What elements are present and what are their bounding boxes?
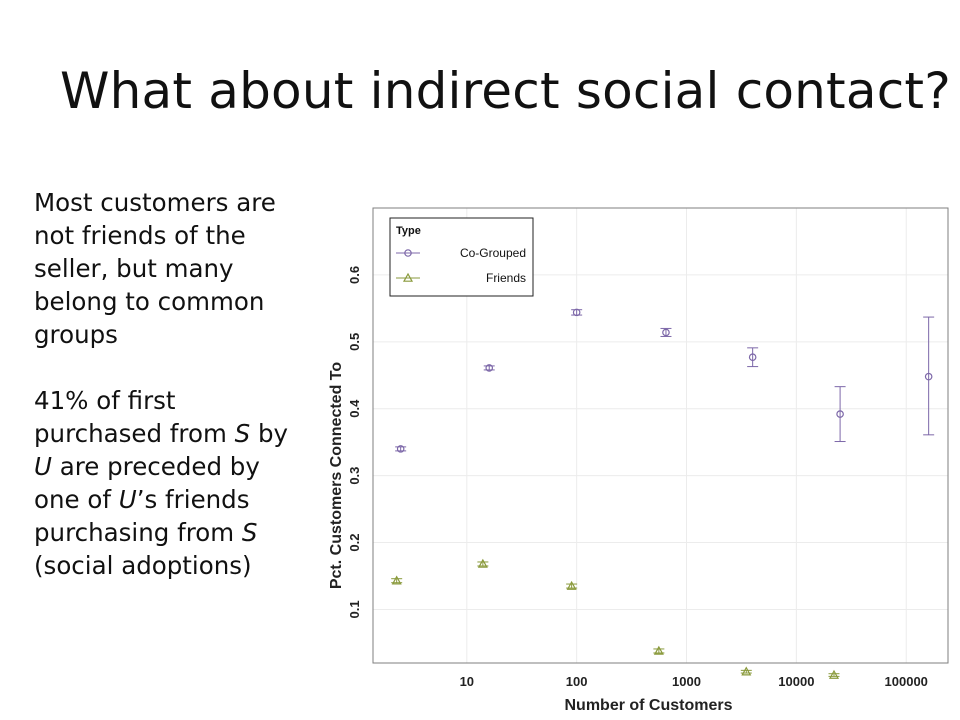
legend-key-triangle	[402, 272, 414, 282]
legend-title: Type	[396, 225, 421, 237]
legend-item: Co-Grouped	[396, 246, 526, 260]
data-point	[923, 316, 935, 436]
y-tick-label: 0.3	[347, 467, 362, 485]
legend-item: Friends	[396, 271, 526, 285]
series-friends	[391, 558, 840, 679]
text-part: ’s friends purchasing from	[34, 485, 250, 547]
point-marker-triangle	[741, 666, 752, 676]
data-point	[828, 669, 840, 679]
y-tick-label: 0.4	[347, 399, 362, 418]
data-point	[571, 308, 583, 317]
paragraph-groups: Most customers are not friends of the se…	[34, 188, 276, 349]
point-marker-triangle	[828, 669, 840, 679]
point-marker-triangle	[477, 558, 488, 568]
point-marker-circle	[396, 445, 405, 453]
text-part: (social adoptions)	[34, 551, 252, 580]
x-axis-label: Number of Customers	[564, 697, 732, 714]
point-marker-circle	[748, 353, 757, 362]
legend-box	[389, 217, 534, 297]
plot-border	[372, 207, 949, 664]
x-tick-label: 100	[566, 674, 588, 689]
text-part-italic: S	[234, 419, 251, 448]
data-point	[395, 445, 407, 453]
text-part-italic: U	[118, 485, 137, 514]
y-tick-label: 0.6	[347, 266, 362, 284]
legend-key-circle	[404, 249, 412, 257]
slide-body: Most customers are not friends of the se…	[34, 186, 294, 615]
text-part-italic: S	[241, 518, 258, 547]
x-tick-label: 1000	[672, 674, 701, 689]
y-tick-label: 0.1	[347, 600, 362, 618]
text-part: are preceded by one of	[34, 452, 260, 514]
slide-title: What about indirect social contact?	[60, 62, 951, 120]
point-marker-circle	[485, 364, 494, 372]
data-point	[834, 386, 846, 443]
x-tick-label: 100000	[885, 674, 928, 689]
data-point	[566, 580, 578, 590]
data-point	[391, 575, 403, 585]
point-marker-circle	[572, 308, 581, 317]
paragraph-social-adoptions: 41% of first purchased from S by U are p…	[34, 384, 294, 582]
data-point	[740, 666, 752, 676]
text-part: by	[250, 419, 289, 448]
legend: Type Co-Grouped Friends	[389, 217, 534, 297]
series-co-grouped	[395, 308, 935, 453]
data-point	[477, 558, 489, 568]
y-axis-label: Pct. Customers Connected To	[328, 362, 345, 590]
y-tick-label: 0.2	[347, 534, 362, 552]
scatter-chart: 10 100 1000 10000 100000 0.1 0.2 0.3 0.4 0.5 0.6 Nu…	[328, 207, 949, 714]
y-tick-label: 0.5	[347, 333, 362, 351]
x-tick-label: 10000	[778, 674, 814, 689]
data-point	[747, 347, 759, 368]
data-point	[653, 645, 665, 655]
point-marker-circle	[924, 372, 933, 381]
text-part: 41% of first purchased from	[34, 386, 235, 448]
point-marker-triangle	[566, 580, 577, 590]
point-marker-circle	[836, 410, 844, 418]
legend-label: Co-Grouped	[460, 246, 526, 260]
point-marker-triangle	[653, 645, 664, 655]
data-point	[483, 364, 495, 372]
grid	[373, 208, 948, 663]
point-marker-circle	[662, 328, 670, 337]
legend-label: Friends	[486, 271, 526, 285]
x-tick-label: 10	[460, 674, 474, 689]
data-point	[660, 327, 672, 337]
point-marker-triangle	[391, 575, 402, 585]
text-part-italic: U	[34, 452, 52, 481]
